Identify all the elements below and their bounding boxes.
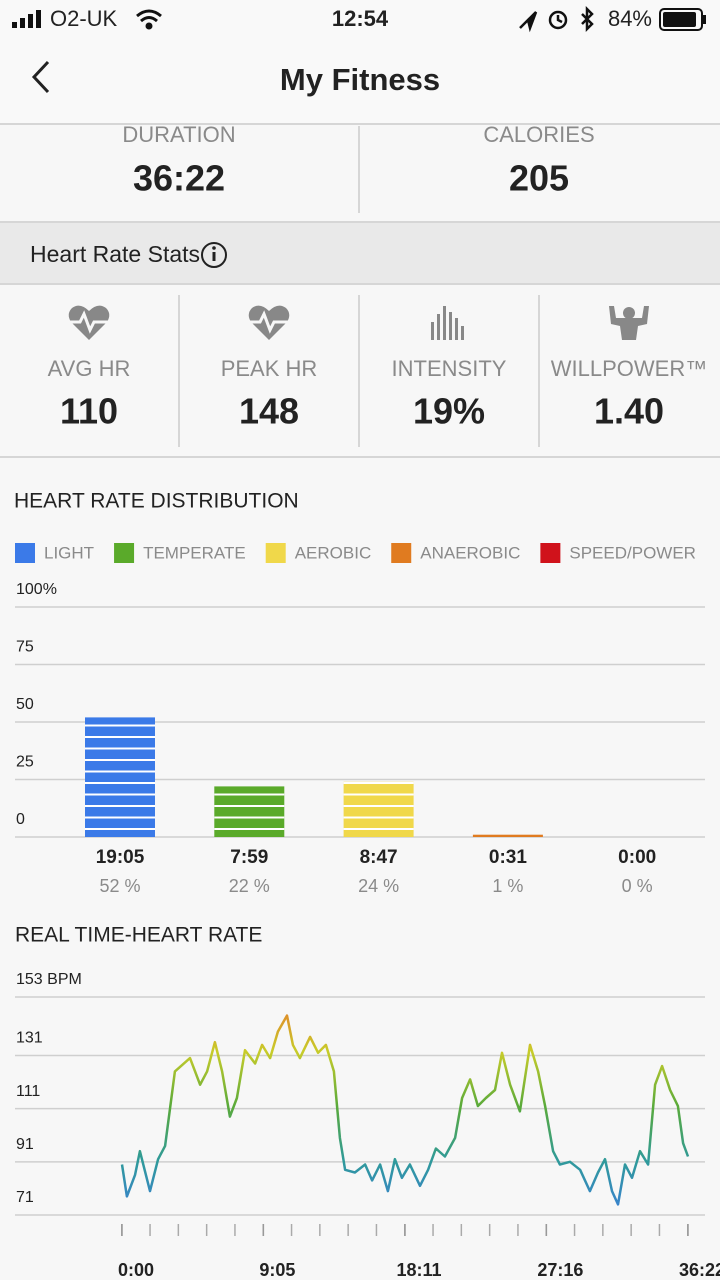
y-tick-label: 75 (16, 639, 34, 656)
chart-title: REAL TIME-HEART RATE (15, 924, 262, 947)
y-tick-label: 50 (16, 696, 34, 713)
bar-stripes (343, 781, 414, 837)
x-tick-label: 18:11 (396, 1260, 441, 1280)
wifi-icon (136, 9, 162, 30)
legend-swatch (540, 543, 561, 563)
willpower-icon (609, 306, 649, 340)
section-title: Heart Rate Stats (30, 241, 200, 267)
value-label: 22 % (229, 876, 270, 896)
y-tick-label: 91 (16, 1136, 34, 1153)
value-label: 52 % (99, 876, 140, 896)
stat-label: AVG HR (48, 356, 131, 381)
y-tick-label: 153 BPM (16, 971, 82, 988)
battery-level: 84% (608, 6, 652, 31)
stat-label: INTENSITY (392, 356, 507, 381)
value-label: 0 % (622, 876, 653, 896)
legend-label: ANAEROBIC (420, 543, 520, 562)
summary-value: 205 (509, 158, 569, 199)
x-tick-label: 8:47 (360, 847, 398, 868)
y-tick-label: 111 (16, 1083, 40, 1100)
summary-value: 36:22 (133, 158, 225, 199)
stat-value: 1.40 (594, 391, 664, 432)
value-label: 1 % (492, 876, 523, 896)
minor-ticks (121, 1224, 691, 1236)
bar-stripes (85, 717, 155, 837)
legend-label: LIGHT (44, 543, 94, 562)
battery-icon (659, 8, 706, 31)
x-tick-label: 0:00 (118, 1260, 154, 1280)
page-title: My Fitness (280, 62, 440, 97)
legend-label: AEROBIC (295, 543, 372, 562)
clock: 12:54 (332, 6, 389, 31)
legend-swatch (265, 543, 286, 563)
heart-rate-line (120, 1014, 690, 1206)
x-tick-label: 7:59 (230, 847, 268, 868)
signal-icon (12, 10, 41, 28)
stat-value: 19% (413, 391, 485, 432)
heart-icon (248, 305, 290, 340)
carrier: O2-UK (50, 6, 118, 31)
y-tick-label: 25 (16, 754, 34, 771)
stat-value: 110 (60, 391, 118, 432)
heart-icon (68, 305, 110, 340)
y-tick-label: 131 (16, 1030, 43, 1047)
x-tick-label: 0:31 (489, 847, 527, 868)
y-tick-label: 0 (16, 811, 25, 828)
legend-label: SPEED/POWER (569, 543, 696, 562)
top-background (0, 0, 720, 124)
x-tick-label: 0:00 (618, 847, 656, 868)
y-tick-label: 71 (16, 1189, 34, 1206)
stat-label: WILLPOWER™ (551, 356, 707, 381)
x-tick-label: 9:05 (259, 1260, 295, 1280)
x-tick-label: 27:16 (537, 1260, 583, 1280)
legend-swatch (15, 543, 35, 563)
value-label: 24 % (358, 876, 399, 896)
intensity-icon (431, 306, 464, 340)
x-tick-label: 36:22 (679, 1260, 720, 1280)
stat-label: PEAK HR (221, 356, 318, 381)
section-band (0, 223, 720, 284)
stat-value: 148 (239, 391, 299, 432)
chart-title: HEART RATE DISTRIBUTION (14, 490, 299, 513)
back-button[interactable] (31, 60, 50, 94)
summary-label: DURATION (122, 122, 235, 147)
legend-swatch (391, 543, 412, 563)
legend-label: TEMPERATE (143, 543, 246, 562)
status-icons (519, 5, 594, 33)
legend-swatch (114, 543, 135, 563)
bar-stripes (214, 786, 285, 837)
info-icon[interactable] (201, 242, 227, 268)
summary-label: CALORIES (483, 122, 594, 147)
bar-stripes (472, 834, 543, 837)
x-tick-label: 19:05 (96, 847, 145, 868)
y-tick-label: 100% (16, 581, 57, 598)
